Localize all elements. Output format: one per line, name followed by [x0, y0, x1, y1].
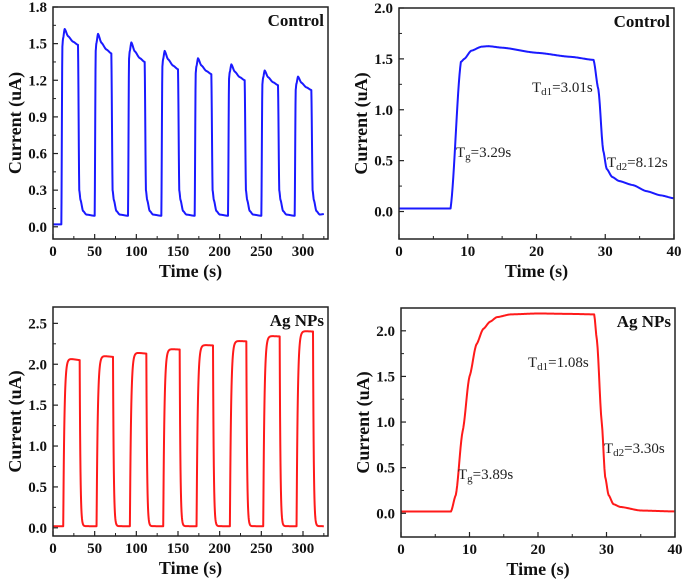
annotation-symbol: T [458, 467, 468, 483]
y-tick-label: 1.5 [374, 52, 393, 68]
annotation-symbol: T [528, 355, 538, 371]
x-tick-label: 200 [208, 541, 231, 557]
x-tick-label: 300 [292, 244, 315, 260]
x-tick-label: 40 [667, 244, 682, 260]
annotation-symbol: T [604, 441, 614, 457]
plot-frame [400, 307, 676, 538]
series-line [53, 330, 325, 528]
x-tick-label: 50 [87, 244, 102, 260]
x-tick-label: 0 [49, 244, 57, 260]
annotation-subscript: g [465, 151, 471, 163]
y-tick-label: 0.0 [374, 205, 393, 221]
y-tick-label: 2.5 [28, 316, 47, 332]
plot-frame [52, 6, 329, 240]
x-tick-label: 20 [531, 542, 546, 558]
annotation-subscript: d1 [541, 86, 553, 98]
x-tick-label: 250 [250, 244, 273, 260]
panel-label: Control [614, 12, 671, 31]
y-tick-label: 0.9 [28, 110, 47, 126]
annotation-tg: Tg=3.29s [456, 145, 511, 163]
y-tick-label: 1.0 [374, 103, 393, 119]
annotation-value: =8.12s [627, 155, 668, 171]
y-tick-label: 0.3 [28, 183, 47, 199]
annotation-symbol: T [532, 80, 542, 96]
x-tick-label: 0 [397, 542, 405, 558]
y-axis-label: Current (uA) [353, 371, 374, 473]
annotation-subscript: d2 [613, 447, 625, 459]
chart-panel-4: 0 10 20 30 40 0.0 0.5 1.0 1.5 2.0 Time (s) Current … [353, 307, 683, 580]
x-tick-label: 50 [87, 541, 102, 557]
annotation-subscript: g [467, 473, 473, 485]
annotation-symbol: T [456, 145, 466, 161]
y-tick-label: 2.0 [374, 1, 393, 17]
series-line [399, 45, 674, 210]
y-tick-label: 0.6 [28, 147, 47, 163]
annotation-td2: Td2=3.30s [604, 441, 665, 459]
y-tick-label: 0.0 [376, 506, 395, 522]
annotation-subscript: d1 [537, 361, 549, 373]
y-tick-label: 0.5 [376, 461, 395, 477]
x-axis-label: Time (s) [506, 559, 569, 580]
x-tick-label: 10 [460, 244, 475, 260]
panel-label: Control [268, 11, 325, 30]
chart-panel-2: 0 10 20 30 40 0.0 0.5 1.0 1.5 2.0 Time (s) Current … [351, 1, 682, 282]
panel-label: Ag NPs [270, 311, 325, 330]
x-tick-label: 0 [49, 541, 57, 557]
y-axis-label: Current (uA) [5, 370, 26, 472]
x-axis-label: Time (s) [159, 261, 222, 282]
annotation-td1: Td1=1.08s [528, 355, 589, 373]
y-tick-label: 0.5 [28, 480, 47, 496]
y-tick-label: 1.5 [28, 398, 47, 414]
chart-panel-1: 0 50 100 150 200 250 300 0.0 0.3 0.6 0.9 1.2 1.5 1.8 T… [5, 0, 329, 282]
x-axis-label: Time (s) [159, 558, 222, 579]
y-tick-label: 2.0 [376, 324, 395, 340]
y-tick-label: 2.0 [28, 357, 47, 373]
annotation-td2: Td2=8.12s [607, 155, 668, 173]
annotation-value: =1.08s [548, 355, 589, 371]
y-tick-label: 1.5 [376, 369, 395, 385]
x-tick-label: 150 [167, 244, 190, 260]
annotation-td1: Td1=3.01s [532, 80, 593, 98]
y-tick-label: 0.5 [374, 154, 393, 170]
annotation-value: =3.29s [470, 145, 512, 161]
annotation-tg: Tg=3.89s [458, 467, 513, 485]
x-tick-label: 300 [292, 541, 315, 557]
plot-frame [398, 7, 675, 240]
y-tick-label: 1.8 [28, 0, 47, 16]
chart-panel-3: 0 50 100 150 200 250 300 0.0 0.5 1.0 1.5 2.0 2.5 Time… [5, 306, 329, 579]
x-tick-label: 100 [125, 244, 148, 260]
x-tick-label: 150 [167, 541, 190, 557]
x-tick-label: 30 [599, 542, 614, 558]
y-axis-label: Current (uA) [351, 72, 372, 174]
annotation-value: =3.01s [552, 80, 593, 96]
x-tick-label: 0 [395, 244, 403, 260]
series-line [401, 312, 675, 513]
y-tick-label: 1.0 [376, 415, 395, 431]
annotation-symbol: T [607, 155, 617, 171]
x-tick-label: 200 [208, 244, 231, 260]
y-tick-label: 1.5 [28, 37, 47, 53]
x-tick-label: 10 [462, 542, 477, 558]
x-tick-label: 40 [668, 542, 683, 558]
x-tick-label: 20 [529, 244, 544, 260]
plot-frame [52, 306, 329, 537]
y-tick-label: 1.0 [28, 439, 47, 455]
y-tick-label: 0.0 [28, 220, 47, 236]
y-tick-label: 1.2 [28, 73, 47, 89]
x-tick-label: 30 [598, 244, 613, 260]
annotation-value: =3.89s [472, 467, 514, 483]
x-tick-label: 100 [125, 541, 148, 557]
y-axis-label: Current (uA) [5, 72, 26, 174]
annotation-subscript: d2 [616, 161, 628, 173]
x-axis-label: Time (s) [505, 261, 568, 282]
series-line [53, 27, 325, 226]
panel-label: Ag NPs [617, 312, 672, 331]
annotation-value: =3.30s [624, 441, 665, 457]
x-tick-label: 250 [250, 541, 273, 557]
y-tick-label: 0.0 [28, 521, 47, 537]
